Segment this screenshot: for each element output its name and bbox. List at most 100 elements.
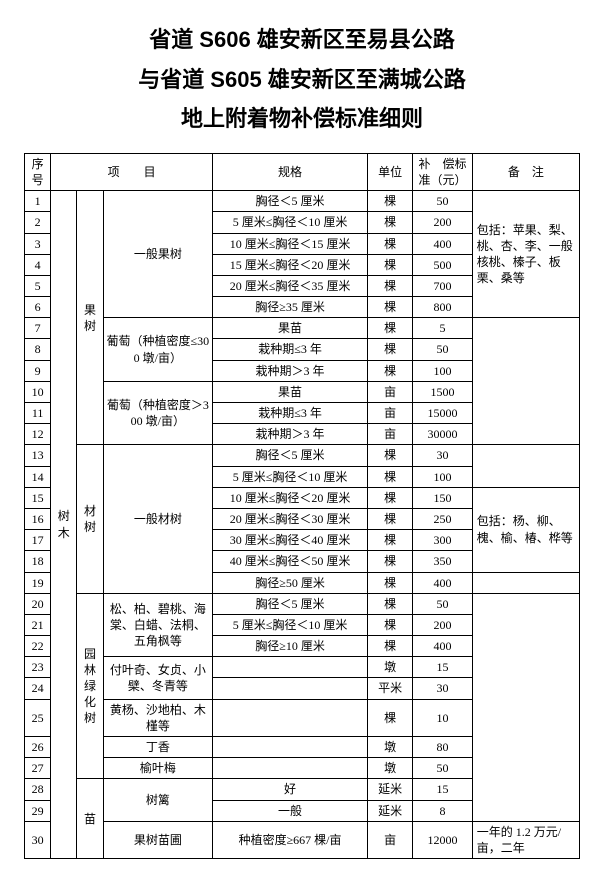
cell-cat1: 树木: [51, 191, 77, 859]
cell-seq: 16: [25, 508, 51, 529]
cell-unit: 棵: [367, 593, 412, 614]
cell-spec: 20 厘米≤胸径＜30 厘米: [213, 508, 368, 529]
cell-cat3-pine: 松、柏、碧桃、海棠、白蜡、法桐、五角枫等: [103, 593, 213, 657]
cell-spec: [213, 678, 368, 699]
header-spec: 规格: [213, 153, 368, 190]
cell-unit: 平米: [367, 678, 412, 699]
cell-seq: 17: [25, 530, 51, 551]
cell-spec: 40 厘米≤胸径＜50 厘米: [213, 551, 368, 572]
cell-std: 500: [413, 254, 473, 275]
cell-note-empty: [472, 445, 579, 487]
cell-spec: 果苗: [213, 381, 368, 402]
header-seq: 序号: [25, 153, 51, 190]
cell-seq: 30: [25, 821, 51, 858]
cell-unit: 棵: [367, 233, 412, 254]
cell-cat2-fruit: 果树: [77, 191, 103, 445]
table-row: 30 果树苗圃 种植密度≥667 棵/亩 亩 12000 一年的 1.2 万元/…: [25, 821, 580, 858]
cell-unit: 棵: [367, 614, 412, 635]
cell-note-empty: [472, 572, 579, 593]
cell-cat2-timber: 材树: [77, 445, 103, 593]
cell-spec: 5 厘米≤胸径＜10 厘米: [213, 614, 368, 635]
cell-spec: 15 厘米≤胸径＜20 厘米: [213, 254, 368, 275]
cell-note-timber: 包括：杨、柳、槐、榆、椿、桦等: [472, 487, 579, 572]
cell-std: 400: [413, 233, 473, 254]
cell-std: 350: [413, 551, 473, 572]
cell-spec: 栽种期≤3 年: [213, 403, 368, 424]
cell-seq: 22: [25, 636, 51, 657]
title-line-1: 省道 S606 雄安新区至易县公路: [24, 20, 580, 60]
cell-cat3-grape-low: 葡萄（种植密度≤300 墩/亩）: [103, 318, 213, 382]
cell-std: 30000: [413, 424, 473, 445]
cell-seq: 5: [25, 275, 51, 296]
cell-std: 100: [413, 360, 473, 381]
cell-spec: 5 厘米≤胸径＜10 厘米: [213, 212, 368, 233]
cell-note-empty: [472, 593, 579, 821]
header-note: 备 注: [472, 153, 579, 190]
cell-unit: 墩: [367, 737, 412, 758]
cell-seq: 2: [25, 212, 51, 233]
cell-std: 50: [413, 191, 473, 212]
cell-seq: 10: [25, 381, 51, 402]
cell-std: 8: [413, 800, 473, 821]
cell-std: 10: [413, 699, 473, 736]
cell-spec: [213, 657, 368, 678]
cell-seq: 20: [25, 593, 51, 614]
header-item: 项 目: [51, 153, 213, 190]
cell-unit: 棵: [367, 530, 412, 551]
cell-std: 400: [413, 636, 473, 657]
cell-std: 5: [413, 318, 473, 339]
cell-unit: 棵: [367, 339, 412, 360]
cell-cat2-garden: 园林绿化树: [77, 593, 103, 779]
cell-seq: 15: [25, 487, 51, 508]
cell-spec: [213, 699, 368, 736]
cell-std: 80: [413, 737, 473, 758]
header-unit: 单位: [367, 153, 412, 190]
cell-note-fruit: 包括：苹果、梨、桃、杏、李、一般核桃、榛子、板栗、桑等: [472, 191, 579, 318]
cell-note-nursery: 一年的 1.2 万元/亩，二年: [472, 821, 579, 858]
cell-seq: 26: [25, 737, 51, 758]
table-row: 20 园林绿化树 松、柏、碧桃、海棠、白蜡、法桐、五角枫等 胸径＜5 厘米 棵 …: [25, 593, 580, 614]
cell-std: 250: [413, 508, 473, 529]
cell-std: 1500: [413, 381, 473, 402]
cell-std: 15: [413, 779, 473, 800]
cell-seq: 3: [25, 233, 51, 254]
cell-seq: 14: [25, 466, 51, 487]
cell-cat3-gen-fruit: 一般果树: [103, 191, 213, 318]
cell-cat3-grape-high: 葡萄（种植密度＞300 墩/亩）: [103, 381, 213, 445]
cell-std: 50: [413, 339, 473, 360]
cell-unit: 棵: [367, 572, 412, 593]
cell-std: 50: [413, 593, 473, 614]
cell-unit: 棵: [367, 636, 412, 657]
cell-seq: 27: [25, 758, 51, 779]
cell-seq: 28: [25, 779, 51, 800]
cell-spec: 栽种期＞3 年: [213, 360, 368, 381]
title-line-3: 地上附着物补偿标准细则: [24, 99, 580, 139]
cell-seq: 23: [25, 657, 51, 678]
cell-spec: 20 厘米≤胸径＜35 厘米: [213, 275, 368, 296]
cell-spec: 10 厘米≤胸径＜15 厘米: [213, 233, 368, 254]
cell-unit: 亩: [367, 821, 412, 858]
cell-spec: 胸径≥35 厘米: [213, 297, 368, 318]
cell-unit: 棵: [367, 508, 412, 529]
cell-cat3-fruit-nursery: 果树苗圃: [103, 821, 213, 858]
cell-seq: 9: [25, 360, 51, 381]
cell-std: 15: [413, 657, 473, 678]
table-header-row: 序号 项 目 规格 单位 补 偿标准（元） 备 注: [25, 153, 580, 190]
header-std: 补 偿标准（元）: [413, 153, 473, 190]
cell-unit: 延米: [367, 779, 412, 800]
cell-unit: 棵: [367, 360, 412, 381]
cell-unit: 亩: [367, 381, 412, 402]
cell-cat3-gen-timber: 一般材树: [103, 445, 213, 593]
cell-std: 50: [413, 758, 473, 779]
cell-spec: 种植密度≥667 棵/亩: [213, 821, 368, 858]
cell-spec: 胸径＜5 厘米: [213, 593, 368, 614]
table-row: 1 树木 果树 一般果树 胸径＜5 厘米 棵 50 包括：苹果、梨、桃、杏、李、…: [25, 191, 580, 212]
cell-unit: 亩: [367, 424, 412, 445]
cell-spec: 胸径＜5 厘米: [213, 445, 368, 466]
cell-std: 12000: [413, 821, 473, 858]
cell-std: 200: [413, 212, 473, 233]
cell-std: 700: [413, 275, 473, 296]
cell-spec: 5 厘米≤胸径＜10 厘米: [213, 466, 368, 487]
cell-spec: [213, 758, 368, 779]
cell-cat3-shuli: 树篱: [103, 779, 213, 821]
